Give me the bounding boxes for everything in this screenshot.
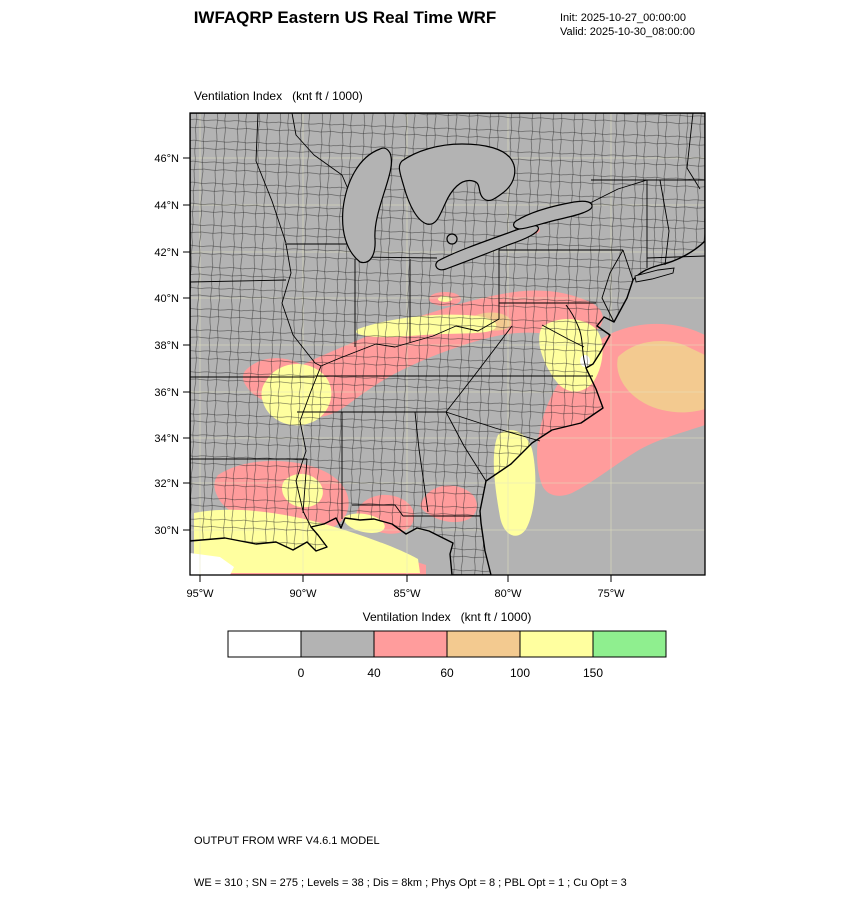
colorbar-segment-100-150: [519, 630, 594, 658]
colorbar-segment-40-60: [373, 630, 448, 658]
lon-tick-label: 95°W: [186, 588, 214, 600]
valid-time: Valid: 2025-10-30_08:00:00: [560, 26, 695, 38]
colorbar-segment-60-100: [446, 630, 521, 658]
lat-tick-label: 32°N: [154, 478, 179, 490]
lake-michigan: [341, 147, 393, 264]
colorbar-title: Ventilation Index (knt ft / 1000): [363, 610, 532, 624]
lon-tick-label: 75°W: [597, 588, 625, 600]
colorbar-tick-label: 150: [583, 666, 603, 680]
county-mesh: [190, 113, 705, 575]
init-time: Init: 2025-10-27_00:00:00: [560, 12, 686, 24]
lat-tick-label: 44°N: [154, 200, 179, 212]
footer-line-1: OUTPUT FROM WRF V4.6.1 MODEL: [194, 835, 380, 847]
lat-tick-label: 46°N: [154, 153, 179, 165]
field-label: Ventilation Index (knt ft / 1000): [194, 89, 363, 103]
lon-tick-label: 85°W: [393, 588, 421, 600]
run-metadata: Init: 2025-10-27_00:00:00 Valid: 2025-10…: [560, 11, 695, 39]
lat-tick-label: 34°N: [154, 433, 179, 445]
coastline: [190, 113, 705, 575]
lat-tick-label: 30°N: [154, 525, 179, 537]
lake-ontario: [513, 200, 593, 230]
long-island: [634, 267, 675, 283]
lon-axis: 95°W 90°W 85°W 80°W 75°W: [186, 575, 625, 600]
lon-tick-label: 90°W: [289, 588, 317, 600]
lat-tick-label: 42°N: [154, 247, 179, 259]
colorbar-tick-label: 40: [367, 666, 381, 680]
state-borders: [190, 113, 705, 528]
page-title: IWFAQRP Eastern US Real Time WRF: [193, 8, 497, 27]
map-frame: [189, 112, 706, 576]
map-plot: 46°N 44°N 42°N 40°N 38°N 36°N 34°N 32°N …: [154, 112, 706, 600]
colorbar-segment-over-150: [592, 630, 667, 658]
chesapeake-bay-outline: [565, 304, 587, 369]
lake-huron: [398, 143, 516, 225]
colorbar-tick-label: 100: [510, 666, 530, 680]
lake-st-clair: [446, 233, 458, 245]
lat-tick-label: 40°N: [154, 293, 179, 305]
colorbar-segment-0-40: [300, 630, 375, 658]
colorbar: Ventilation Index (knt ft / 1000) 0 40 6…: [227, 610, 667, 680]
footer-line-2: WE = 310 ; SN = 275 ; Levels = 38 ; Dis …: [194, 877, 627, 889]
great-lakes: [341, 143, 593, 271]
colorbar-tick-label: 0: [298, 666, 305, 680]
colorbar-tick-label: 60: [440, 666, 454, 680]
model-footer: OUTPUT FROM WRF V4.6.1 MODEL WE = 310 ; …: [194, 806, 627, 904]
lat-axis: 46°N 44°N 42°N 40°N 38°N 36°N 34°N 32°N …: [154, 153, 190, 537]
lake-erie: [435, 224, 539, 271]
lat-tick-label: 36°N: [154, 387, 179, 399]
colorbar-segment-below-0: [227, 630, 302, 658]
lat-tick-label: 38°N: [154, 340, 179, 352]
lon-tick-label: 80°W: [494, 588, 522, 600]
